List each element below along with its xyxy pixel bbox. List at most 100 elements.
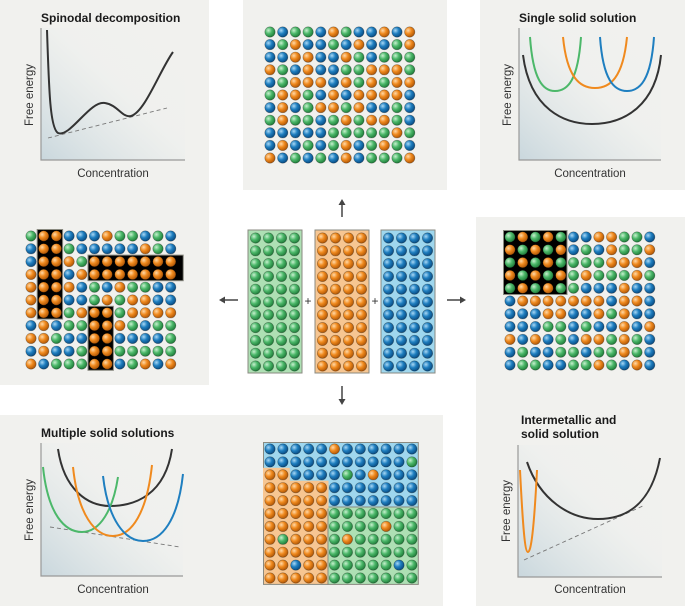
atom-blue (63, 332, 75, 344)
atom-green (328, 572, 340, 584)
atom-blue (101, 243, 113, 255)
atom-orange (329, 232, 341, 244)
atom-blue (327, 152, 339, 164)
atom-blue (517, 333, 529, 345)
atom-blue (315, 39, 327, 51)
atom-orange (127, 268, 139, 280)
atom-blue (327, 76, 339, 88)
atom-orange (303, 520, 315, 532)
atom-blue (290, 443, 302, 455)
atom-orange (89, 320, 101, 332)
atom-blue (567, 308, 579, 320)
atom-orange (378, 114, 390, 126)
atom-green (250, 309, 262, 321)
atom-orange (342, 296, 354, 308)
atom-orange (618, 295, 630, 307)
atom-green (288, 258, 300, 270)
x-axis-label: Concentration (77, 584, 149, 596)
x-axis-label: Concentration (554, 584, 626, 596)
atom-green (76, 256, 88, 268)
atom-green (517, 359, 529, 371)
atom-green (529, 257, 541, 269)
atom-blue (341, 495, 353, 507)
atom-green (517, 346, 529, 358)
atom-green (275, 258, 287, 270)
atom-orange (327, 26, 339, 38)
atom-green (504, 257, 516, 269)
atom-green (262, 347, 274, 359)
y-axis-label: Free energy (502, 64, 514, 126)
atom-orange (89, 268, 101, 280)
atom-green (152, 320, 164, 332)
free-energy-curve (46, 29, 174, 135)
atom-orange (353, 39, 365, 51)
atom-blue (406, 469, 418, 481)
atom-blue (354, 456, 366, 468)
atom-orange (517, 231, 529, 243)
atom-blue (380, 469, 392, 481)
chart-spinodal: Spinodal decomposition Free energy Conce… (24, 11, 185, 180)
atom-orange (631, 269, 643, 281)
atom-green (288, 270, 300, 282)
atom-orange (342, 283, 354, 295)
atom-orange (342, 360, 354, 372)
atom-blue (393, 443, 405, 455)
atom-orange (580, 333, 592, 345)
atom-blue (152, 332, 164, 344)
atom-blue (127, 332, 139, 344)
atom-blue (340, 39, 352, 51)
atom-blue (303, 443, 315, 455)
atom-green (275, 309, 287, 321)
atom-orange (127, 256, 139, 268)
atom-green (250, 347, 262, 359)
atom-green (250, 258, 262, 270)
atom-orange (76, 268, 88, 280)
atom-blue (580, 282, 592, 294)
atom-blue (76, 243, 88, 255)
atom-green (353, 114, 365, 126)
atom-blue (50, 320, 62, 332)
atom-blue (408, 232, 420, 244)
atom-orange (38, 268, 50, 280)
atom-green (367, 520, 379, 532)
atom-green (302, 89, 314, 101)
atom-orange (38, 345, 50, 357)
atom-orange (114, 268, 126, 280)
atom-blue (303, 456, 315, 468)
atom-green (288, 283, 300, 295)
atom-orange (366, 76, 378, 88)
curve-orange (562, 36, 628, 90)
atom-blue (302, 127, 314, 139)
atom-blue (264, 51, 276, 63)
atom-orange (631, 359, 643, 371)
atom-green (593, 257, 605, 269)
atom-blue (165, 281, 177, 293)
atom-green (328, 507, 340, 519)
atom-orange (89, 332, 101, 344)
atom-orange (316, 245, 328, 257)
atom-green (152, 243, 164, 255)
atom-blue (421, 245, 433, 257)
atom-orange (165, 256, 177, 268)
atom-green (327, 39, 339, 51)
curve-orange (72, 464, 153, 538)
arrow-right-icon (447, 296, 466, 304)
atom-green (406, 559, 418, 571)
curve-solution (526, 457, 661, 521)
atom-blue (408, 347, 420, 359)
atom-orange (567, 295, 579, 307)
atom-green (391, 51, 403, 63)
atom-green (302, 114, 314, 126)
atom-orange (316, 258, 328, 270)
atom-orange (316, 322, 328, 334)
atom-green (378, 127, 390, 139)
atom-blue (644, 257, 656, 269)
atom-orange (290, 533, 302, 545)
curve-solution (522, 54, 662, 126)
atom-blue (580, 346, 592, 358)
atom-orange (342, 309, 354, 321)
atom-blue (517, 308, 529, 320)
atom-orange (25, 307, 37, 319)
atom-blue (644, 231, 656, 243)
atom-blue (328, 482, 340, 494)
